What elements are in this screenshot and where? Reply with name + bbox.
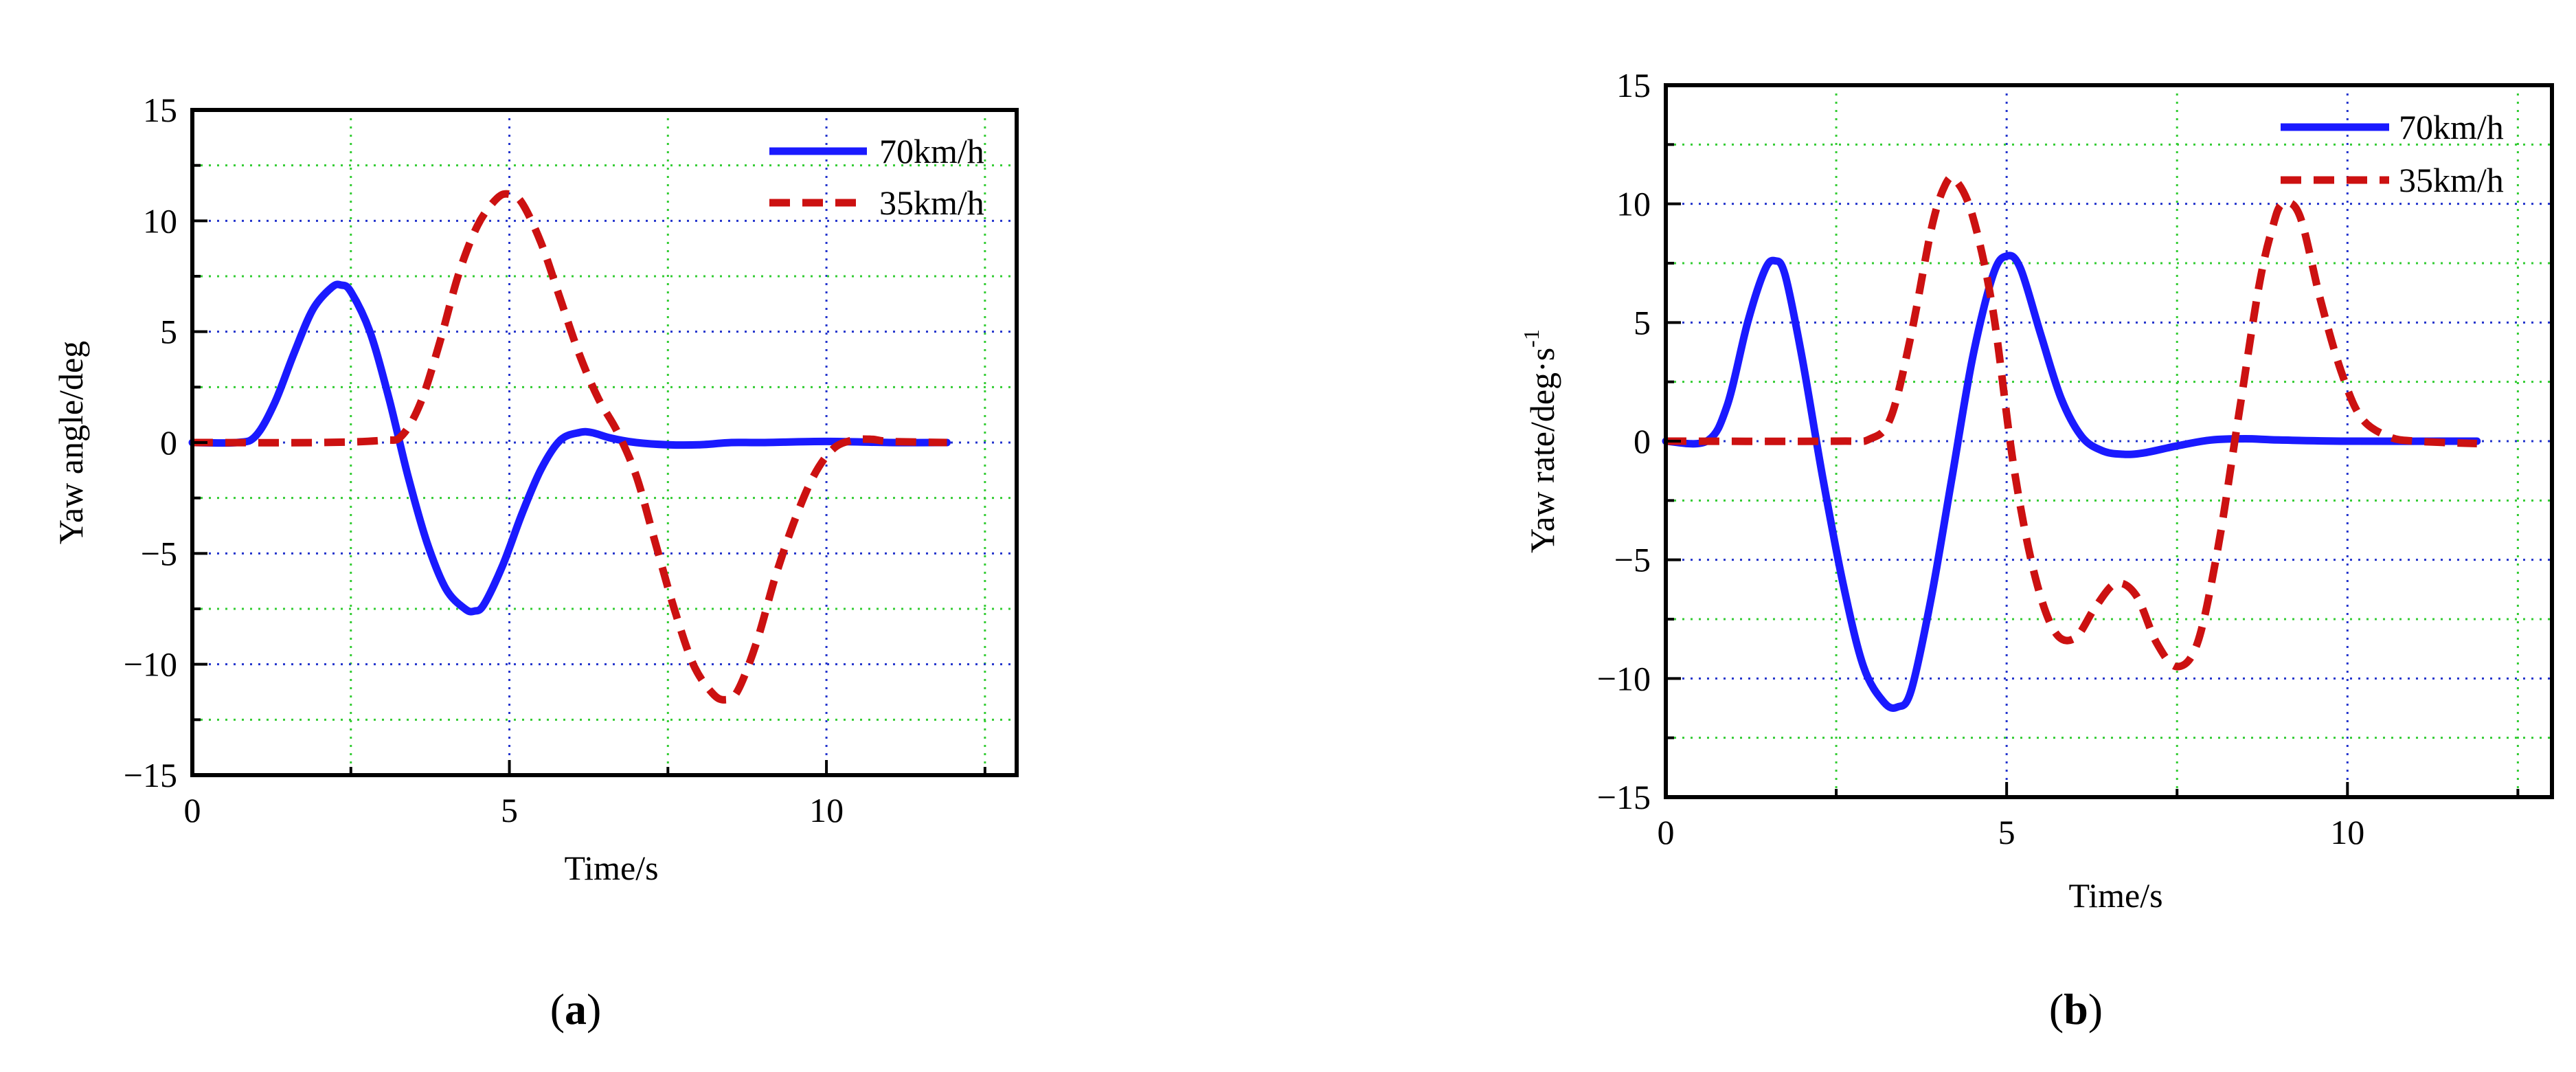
ytick-labels-b: −15 −10 −5 0 5 10 15	[1597, 66, 1651, 816]
caption-a-open: (	[550, 985, 565, 1034]
ytick-label: −10	[1597, 659, 1651, 697]
legend-label-70kmh: 70km/h	[2399, 108, 2504, 146]
ytick-label: −5	[141, 534, 177, 572]
series-b	[1662, 173, 2481, 712]
y-axis-title-a: Yaw angle/deg	[52, 341, 90, 544]
x-axis-title-b: Time/s	[2068, 876, 2162, 915]
ytick-label: 10	[143, 201, 177, 240]
ytick-label: 0	[1634, 422, 1651, 460]
ytick-label: 15	[143, 91, 177, 129]
caption-b-letter: b	[2064, 985, 2088, 1034]
y-axis-title-b-superscript: -1	[1519, 329, 1544, 348]
legend-label-35kmh: 35km/h	[879, 183, 984, 222]
legend-label-35kmh: 35km/h	[2399, 161, 2504, 199]
legend-b: 70km/h 35km/h	[2281, 108, 2504, 199]
legend-a: 70km/h 35km/h	[769, 132, 984, 222]
xtick-label: 0	[1658, 813, 1675, 851]
x-axis-title-a: Time/s	[564, 849, 658, 887]
caption-b-open: (	[2049, 985, 2064, 1034]
series-line-70km-h	[1662, 252, 2481, 712]
series-line-70km-h	[188, 280, 951, 616]
ytick-label: 5	[1634, 303, 1651, 342]
ytick-label: 5	[160, 313, 177, 351]
caption-a-letter: a	[565, 985, 587, 1034]
ticks-b	[1664, 84, 2520, 799]
xtick-labels-a: 0 5 10	[184, 791, 844, 829]
ytick-label: −10	[124, 645, 177, 684]
series-line-35km-h	[192, 190, 947, 704]
xtick-label: 10	[809, 791, 844, 829]
ytick-label: 15	[1616, 66, 1651, 104]
chart-panel-a: 0 5 10 −15 −10 −5 0 5 10 15 Time/s Yaw a…	[52, 91, 1019, 887]
ytick-label: −15	[1597, 778, 1651, 816]
ticks-a	[191, 109, 986, 777]
xtick-label: 10	[2330, 813, 2364, 851]
series-line-35km-h	[1665, 173, 2478, 671]
caption-b-close: )	[2088, 985, 2103, 1034]
ytick-label: −15	[124, 756, 177, 794]
caption-a: (a)	[550, 985, 602, 1034]
series-a	[188, 190, 951, 704]
caption-a-close: )	[587, 985, 601, 1034]
y-axis-title-b: Yaw rate/deg·s-1	[1519, 329, 1561, 553]
y-axis-title-b-main: Yaw rate/deg·s	[1523, 348, 1561, 553]
chart-panel-b: 0 5 10 −15 −10 −5 0 5 10 15 Time/s Yaw r…	[1519, 66, 2554, 915]
xtick-label: 5	[1998, 813, 2015, 851]
ytick-labels-a: −15 −10 −5 0 5 10 15	[124, 91, 177, 794]
xtick-labels-b: 0 5 10	[1658, 813, 2365, 851]
grid-a	[192, 110, 1017, 775]
xtick-label: 0	[184, 791, 201, 829]
ytick-label: 0	[160, 423, 177, 462]
caption-b: (b)	[2049, 985, 2103, 1034]
legend-label-70kmh: 70km/h	[879, 132, 984, 170]
ytick-label: 10	[1616, 185, 1651, 223]
ytick-label: −5	[1614, 541, 1651, 579]
xtick-label: 5	[501, 791, 518, 829]
